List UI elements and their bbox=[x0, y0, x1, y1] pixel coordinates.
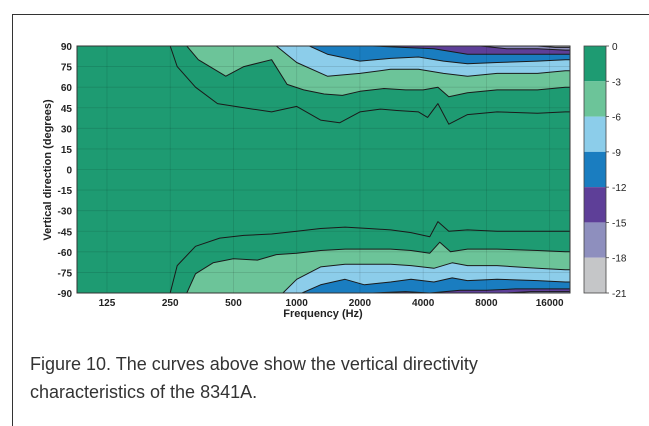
colorbar-tick-label: -6 bbox=[612, 113, 621, 124]
x-tick-label: 8000 bbox=[475, 298, 498, 309]
colorbar-swatch-7 bbox=[584, 257, 606, 293]
colorbar-tick-label: -18 bbox=[612, 254, 627, 265]
colorbar-swatch-2 bbox=[584, 81, 606, 117]
colorbar-swatch-4 bbox=[584, 151, 606, 188]
y-tick-label: -15 bbox=[58, 186, 73, 197]
colorbar-tick-label: -12 bbox=[612, 183, 627, 194]
y-tick-label: 90 bbox=[61, 42, 73, 53]
figure-frame-left bbox=[12, 14, 13, 426]
x-tick-label: 4000 bbox=[412, 298, 435, 309]
y-tick-label: -30 bbox=[58, 207, 73, 218]
x-axis-ticks: 125 250 500 1000 2000 4000 8000 16000 bbox=[99, 298, 564, 309]
x-tick-label: 500 bbox=[225, 298, 242, 309]
x-tick-label: 125 bbox=[99, 298, 116, 309]
plot-border bbox=[76, 45, 571, 294]
y-tick-label: 75 bbox=[61, 63, 73, 74]
y-axis-ticks: 90 75 60 45 30 15 0 -15 -30 -45 -60 -75 -90 bbox=[58, 42, 73, 300]
contour-regions bbox=[169, 46, 570, 293]
colorbar-border bbox=[583, 45, 607, 294]
colorbar-swatch-1 bbox=[584, 46, 606, 82]
colorbar-swatch-3 bbox=[584, 116, 606, 152]
colorbar-tick-label: 0 bbox=[612, 42, 618, 53]
colorbar-swatch-6 bbox=[584, 222, 606, 258]
x-tick-label: 250 bbox=[162, 298, 179, 309]
x-tick-label: 2000 bbox=[349, 298, 372, 309]
colorbar-tick-label: -21 bbox=[612, 289, 627, 300]
contour-lower-4 bbox=[301, 277, 570, 293]
y-tick-label: -45 bbox=[58, 227, 73, 238]
figure-caption: Figure 10. The curves above show the ver… bbox=[30, 354, 478, 402]
grid-lines bbox=[77, 45, 570, 294]
y-tick-label: 60 bbox=[61, 83, 73, 94]
figure-frame-top bbox=[12, 14, 649, 15]
colorbar-tick-label: -15 bbox=[612, 218, 627, 229]
y-tick-label: -75 bbox=[58, 268, 73, 279]
y-tick-label: 15 bbox=[61, 145, 73, 156]
x-tick-label: 16000 bbox=[536, 298, 564, 309]
colorbar-tick-label: -3 bbox=[612, 77, 621, 88]
y-tick-label: 0 bbox=[66, 166, 72, 177]
y-tick-label: 45 bbox=[61, 104, 73, 115]
y-tick-label: 30 bbox=[61, 124, 73, 135]
colorbar-tick-label: -9 bbox=[612, 148, 621, 159]
x-axis-label: Frequency (Hz) bbox=[283, 308, 363, 320]
y-tick-label: -60 bbox=[58, 248, 73, 259]
x-tick-label: 1000 bbox=[286, 298, 309, 309]
colorbar: 0 -3 -6 -9 -12 -15 -18 -21 bbox=[583, 42, 627, 300]
y-tick-label: -90 bbox=[58, 289, 73, 300]
colorbar-swatch-5 bbox=[584, 187, 606, 223]
y-axis-label: Vertical direction (degrees) bbox=[42, 99, 54, 241]
